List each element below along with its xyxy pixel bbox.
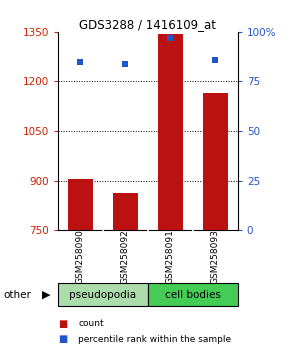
Bar <box>203 93 228 230</box>
Text: cell bodies: cell bodies <box>165 290 221 300</box>
Title: GDS3288 / 1416109_at: GDS3288 / 1416109_at <box>79 18 216 31</box>
Text: GSM258093: GSM258093 <box>211 229 220 284</box>
Text: pseudopodia: pseudopodia <box>69 290 137 300</box>
Bar <box>148 283 238 306</box>
Text: ■: ■ <box>58 319 67 329</box>
Bar <box>58 283 148 306</box>
Text: other: other <box>3 290 31 300</box>
Text: ■: ■ <box>58 334 67 344</box>
Text: GSM258091: GSM258091 <box>166 229 175 284</box>
Bar <box>68 179 93 230</box>
Text: count: count <box>78 319 104 329</box>
Text: percentile rank within the sample: percentile rank within the sample <box>78 335 231 344</box>
Text: GSM258092: GSM258092 <box>121 229 130 284</box>
Text: GSM258090: GSM258090 <box>76 229 85 284</box>
Text: ▶: ▶ <box>42 290 51 300</box>
Bar <box>158 34 183 230</box>
Bar <box>113 193 138 230</box>
